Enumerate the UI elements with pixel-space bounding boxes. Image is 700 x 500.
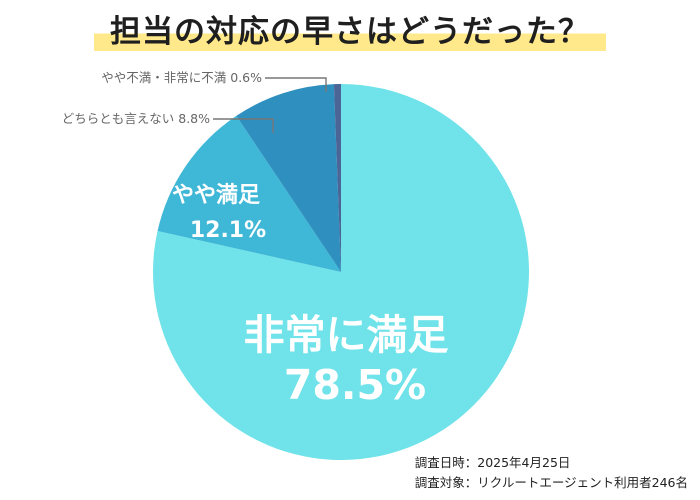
slice-label-1: やや満足 [172,182,260,208]
slice-value-1: 12.1% [190,218,266,243]
slice-label-0: 非常に満足 [244,311,449,359]
slice-label-2: どちらとも言えない 8.8% [62,111,210,126]
pie-slice-1 [157,115,341,272]
chart-title: 担当の対応の早さはどうだった？ [94,6,606,53]
slice-label-3: やや不満・非常に不満 0.6% [101,70,262,85]
survey-footer: 調査日時：2025年4月25日 調査対象：リクルートエージェント利用者246名 [415,453,688,494]
leader-line-3 [265,77,327,92]
pie-slice-0 [153,84,530,460]
survey-target: 調査対象：リクルートエージェント利用者246名 [414,475,688,491]
pie-slice-3 [333,83,341,272]
slice-value-0: 78.5% [284,361,426,409]
title-wrap: 担当の対応の早さはどうだった？ [0,6,700,53]
pie-slice-2 [236,84,341,272]
survey-date: 調査日時：2025年4月25日 [414,454,571,470]
leader-line-2 [213,118,274,133]
